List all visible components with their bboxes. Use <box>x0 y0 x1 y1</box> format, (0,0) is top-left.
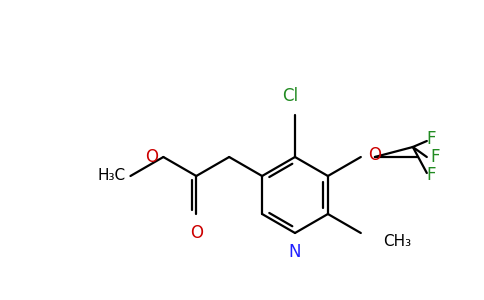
Text: O: O <box>368 146 381 164</box>
Text: N: N <box>289 243 301 261</box>
Text: F: F <box>426 166 436 184</box>
Text: Cl: Cl <box>282 87 298 105</box>
Text: F: F <box>426 130 436 148</box>
Text: O: O <box>145 148 158 166</box>
Text: CH₃: CH₃ <box>383 233 411 248</box>
Text: H₃C: H₃C <box>97 169 125 184</box>
Text: O: O <box>190 224 203 242</box>
Text: F: F <box>430 148 439 166</box>
